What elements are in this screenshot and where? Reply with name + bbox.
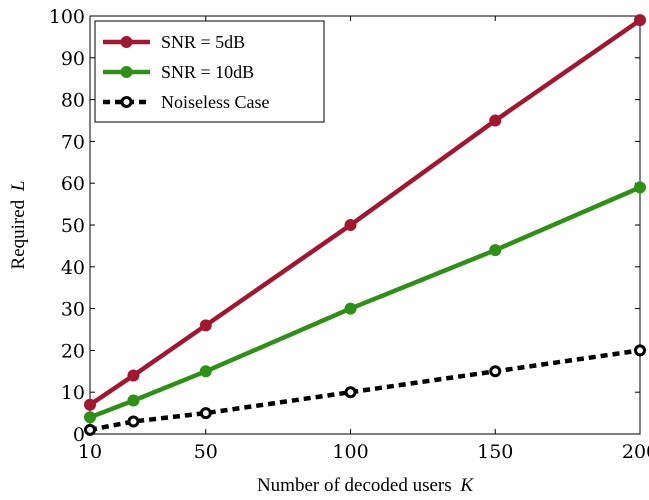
- legend-label: SNR = 5dB: [161, 32, 245, 52]
- data-point: [634, 181, 646, 194]
- series-3: [84, 344, 646, 436]
- data-point: [489, 244, 502, 257]
- legend-entry: SNR = 10dB: [103, 62, 254, 82]
- y-tick-label: 50: [61, 215, 85, 237]
- legend-label: SNR = 10dB: [161, 62, 254, 82]
- data-point: [127, 415, 140, 428]
- legend-entry: Noiseless Case: [103, 92, 269, 112]
- series-line: [89, 348, 641, 433]
- data-point: [489, 114, 502, 127]
- data-point: [127, 369, 140, 382]
- y-axis-title-text: Required: [8, 199, 29, 269]
- legend-marker: [120, 66, 133, 78]
- data-point: [344, 219, 357, 231]
- y-axis-title: Required L: [8, 181, 29, 270]
- legend-label: Noiseless Case: [161, 92, 269, 112]
- data-point: [634, 14, 646, 27]
- series-line: [88, 18, 642, 407]
- x-tick-label: 10: [78, 441, 102, 463]
- x-axis-title-variable: K: [459, 475, 474, 496]
- data-point: [199, 319, 212, 332]
- x-tick-label: 50: [194, 441, 218, 463]
- x-tick-label: 100: [332, 441, 368, 463]
- data-point: [84, 411, 96, 424]
- y-tick-label: 20: [61, 340, 85, 362]
- y-tick-label: 0: [73, 424, 85, 446]
- series-layer: [84, 14, 646, 436]
- data-point: [199, 407, 212, 420]
- series-line: [89, 185, 641, 420]
- legend-entry: SNR = 5dB: [103, 32, 245, 52]
- data-point: [199, 365, 212, 378]
- y-axis-ticks: 0 10 20 30 40 50 60 70 80 90 100: [49, 6, 640, 446]
- x-tick-label: 150: [477, 441, 513, 463]
- y-tick-label: 40: [61, 257, 85, 279]
- y-tick-label: 80: [61, 90, 85, 112]
- data-point: [489, 365, 502, 378]
- y-tick-label: 30: [61, 299, 85, 321]
- data-point: [634, 344, 646, 357]
- data-point: [127, 394, 140, 407]
- data-point: [84, 423, 96, 436]
- series-2: [84, 181, 646, 424]
- y-tick-label: 100: [49, 6, 85, 28]
- y-tick-label: 10: [61, 382, 85, 404]
- series-1: [84, 14, 646, 411]
- y-tick-label: 70: [61, 131, 85, 153]
- x-tick-label: 200: [622, 441, 649, 463]
- legend: SNR = 5dB SNR = 10dB Noiseless Case: [94, 20, 325, 123]
- y-axis-title-variable: L: [8, 181, 29, 193]
- data-point: [344, 302, 357, 315]
- data-point: [84, 398, 96, 411]
- legend-marker: [120, 36, 133, 48]
- legend-marker: [120, 96, 133, 108]
- y-tick-label: 60: [61, 173, 85, 195]
- x-axis-title-text: Number of decoded users: [257, 475, 452, 496]
- data-point: [344, 386, 357, 399]
- y-tick-label: 90: [61, 48, 85, 70]
- x-axis-title: Number of decoded users K: [257, 475, 474, 496]
- x-axis-ticks: 10 50 100 150 200: [78, 16, 649, 463]
